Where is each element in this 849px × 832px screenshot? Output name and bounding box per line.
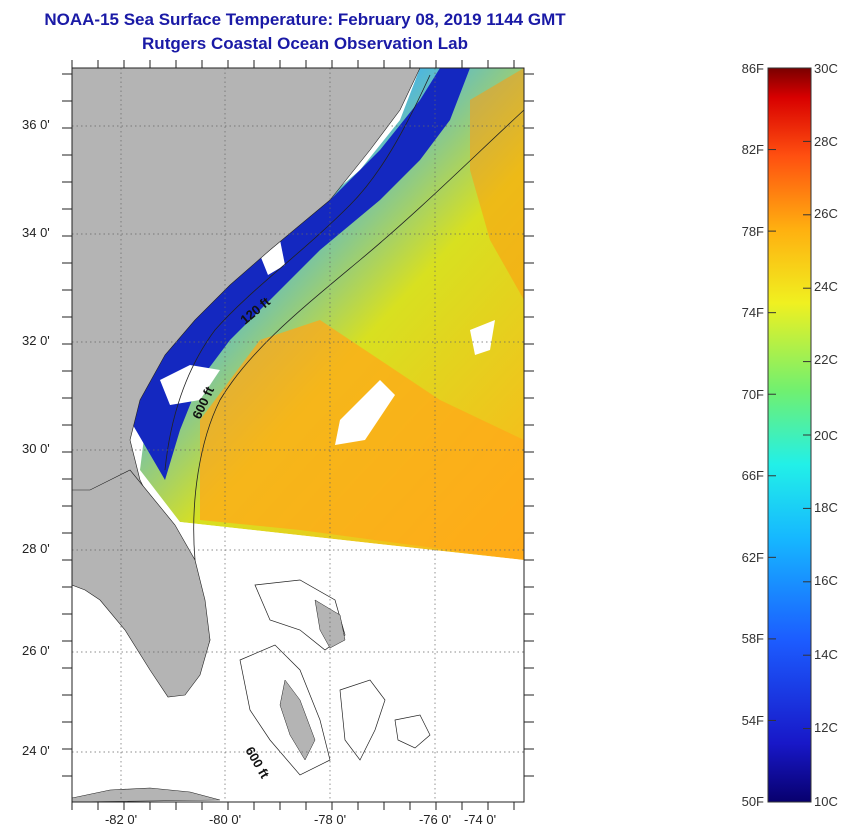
- colorbar-c-label: 28C: [814, 134, 838, 149]
- cold-coastal-band: [130, 68, 470, 480]
- colorbar-f-label: 62F: [741, 550, 764, 565]
- cuba-coast: [72, 787, 221, 802]
- chart-title: NOAA-15 Sea Surface Temperature: Februar…: [44, 10, 566, 29]
- bahamas-bank: [339, 679, 386, 761]
- colorbar-c-label: 14C: [814, 647, 838, 662]
- colorbar-c-label: 16C: [814, 573, 838, 588]
- cloud-patch: [260, 240, 285, 275]
- colorbar-scale: [767, 67, 812, 803]
- lat-label: 26 0': [22, 643, 50, 658]
- cloud-patch: [160, 365, 220, 405]
- colorbar-f-label: 78F: [741, 224, 764, 239]
- colorbar-f-label: 70F: [741, 387, 764, 402]
- lat-label: 24 0': [22, 743, 50, 758]
- colorbar-c-label: 22C: [814, 352, 838, 367]
- isobath-600ft: [193, 109, 524, 561]
- bahamas-island: [279, 679, 316, 761]
- lat-label: 28 0': [22, 541, 50, 556]
- warm-region-north: [470, 68, 524, 300]
- colorbar-c-label: 12C: [814, 720, 838, 735]
- colorbar-f-label: 74F: [741, 305, 764, 320]
- colorbar-f-label: 54F: [741, 713, 764, 728]
- colorbar-c-label: 10C: [814, 794, 838, 809]
- colorbar-c-label: 26C: [814, 206, 838, 221]
- bahamas-island: [314, 599, 346, 649]
- chart-subtitle: Rutgers Coastal Ocean Observation Lab: [142, 34, 468, 53]
- bahamas-bank: [394, 714, 431, 749]
- lat-label: 30 0': [22, 441, 50, 456]
- cloud-patch: [335, 380, 395, 445]
- lat-label: 36 0': [22, 117, 50, 132]
- colorbar-ticks: [768, 67, 811, 803]
- colorbar-c-label: 30C: [814, 61, 838, 76]
- colorbar-f-label: 50F: [741, 794, 764, 809]
- graticule: [72, 68, 524, 802]
- colorbar-c-label: 20C: [814, 428, 838, 443]
- lat-label: 34 0': [22, 225, 50, 240]
- colorbar-f-label: 58F: [741, 631, 764, 646]
- colorbar-f-label: 82F: [741, 142, 764, 157]
- colorbar-c-label: 24C: [814, 279, 838, 294]
- lat-label: 32 0': [22, 333, 50, 348]
- cloud-patch: [470, 320, 495, 355]
- florida-peninsula: [72, 469, 211, 698]
- colorbar-c-label: 18C: [814, 500, 838, 515]
- colorbar-f-label: 86F: [741, 61, 764, 76]
- axis-ticks: [62, 60, 534, 810]
- map-frame: [71, 67, 525, 803]
- lon-label: -78 0': [313, 812, 347, 827]
- lon-label: -82 0': [104, 812, 138, 827]
- lon-label: -76 0': [418, 812, 452, 827]
- lon-label: -74 0': [463, 812, 497, 827]
- lon-label: -80 0': [208, 812, 242, 827]
- colorbar-f-label: 66F: [741, 468, 764, 483]
- isobath-120ft: [164, 74, 431, 471]
